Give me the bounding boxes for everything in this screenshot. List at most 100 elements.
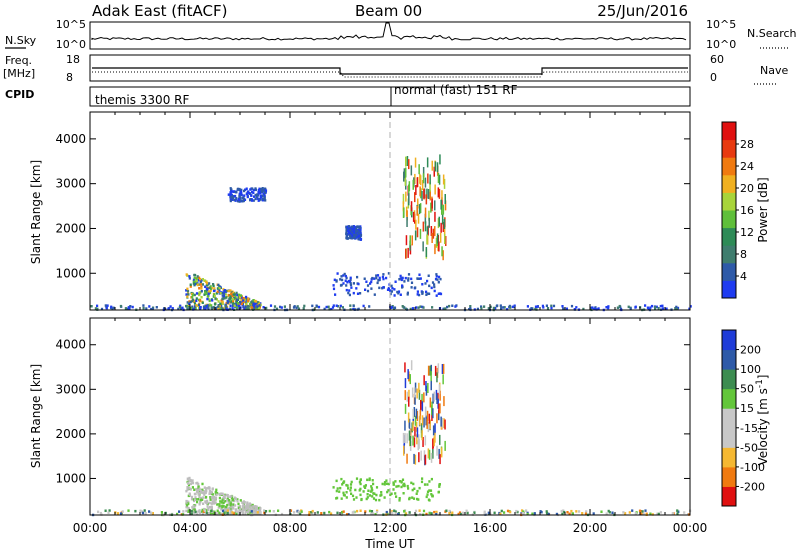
data-cell	[560, 509, 563, 513]
data-cell	[386, 288, 390, 291]
data-cell	[254, 187, 257, 190]
data-cell	[418, 452, 420, 463]
data-cell	[187, 507, 190, 510]
data-cell	[425, 381, 427, 391]
cpid-panel	[89, 86, 691, 107]
data-cell	[200, 510, 204, 513]
data-cell	[104, 304, 107, 307]
colorbar-tick-label: 16	[740, 204, 754, 217]
data-cell	[402, 484, 405, 487]
data-cell	[439, 277, 442, 281]
data-cell	[218, 511, 221, 515]
data-cell	[188, 486, 191, 490]
data-cell	[382, 277, 385, 281]
colorbar-swatch	[722, 174, 736, 193]
data-cell	[487, 511, 490, 515]
data-cell	[142, 306, 145, 310]
data-cell	[440, 416, 442, 427]
data-cell	[112, 306, 115, 310]
data-cell	[661, 307, 665, 310]
data-cell	[439, 434, 441, 445]
data-cell	[245, 302, 248, 305]
data-cell	[227, 293, 230, 297]
data-cell	[197, 498, 200, 501]
data-cell	[416, 427, 419, 438]
data-cell	[192, 278, 196, 282]
data-cell	[404, 276, 407, 280]
data-cell	[634, 305, 637, 309]
data-cell	[414, 415, 417, 426]
data-cell	[594, 306, 597, 309]
data-cell	[410, 201, 413, 212]
colorbar-tick-label: -15	[740, 422, 758, 435]
data-cell	[217, 300, 220, 303]
data-cell	[436, 445, 438, 456]
data-cell	[206, 295, 209, 298]
data-cell	[385, 479, 388, 482]
data-cell	[236, 293, 239, 297]
data-cell	[656, 512, 659, 516]
data-cell	[259, 302, 262, 305]
data-cell	[192, 282, 195, 285]
data-cell	[347, 513, 350, 516]
data-cell	[442, 250, 444, 261]
data-cell	[188, 277, 191, 280]
data-cell	[426, 188, 428, 199]
data-cell	[201, 278, 204, 281]
data-cell	[409, 307, 412, 311]
data-cell	[187, 508, 190, 511]
data-cell	[110, 305, 113, 309]
data-cell	[163, 307, 166, 310]
data-cell	[245, 307, 248, 311]
data-cell	[406, 217, 408, 227]
data-cell	[225, 296, 228, 299]
data-cell	[90, 305, 93, 308]
data-cell	[369, 282, 372, 285]
data-cell	[208, 486, 211, 490]
data-cell	[233, 293, 237, 296]
data-cell	[431, 281, 435, 284]
data-cell	[209, 498, 212, 501]
data-cell	[350, 492, 353, 495]
data-cell	[407, 279, 410, 282]
data-cell	[250, 510, 253, 513]
data-cell	[432, 439, 434, 450]
data-cell	[434, 226, 436, 237]
data-cell	[373, 293, 376, 296]
data-cell	[433, 285, 436, 289]
colorbar-tick-label: 12	[740, 226, 754, 239]
data-cell	[406, 484, 409, 488]
data-cell	[394, 510, 397, 513]
data-cell	[261, 194, 264, 197]
data-cell	[258, 304, 261, 307]
data-cell	[420, 423, 423, 434]
data-cell	[494, 306, 497, 310]
data-cell	[533, 512, 536, 515]
data-cell	[414, 387, 416, 398]
data-cell	[201, 301, 204, 304]
data-cell	[405, 167, 407, 178]
data-cell	[607, 306, 610, 310]
data-cell	[243, 189, 246, 193]
data-cell	[408, 193, 410, 204]
data-cell	[226, 496, 229, 499]
data-cell	[506, 509, 510, 513]
data-cell	[188, 492, 191, 495]
x-tick-label: 00:00	[673, 521, 708, 535]
data-cell	[185, 505, 188, 509]
data-cell	[160, 511, 163, 514]
data-cell	[202, 305, 206, 308]
data-cell	[348, 293, 351, 297]
data-cell	[647, 307, 650, 311]
data-cell	[240, 298, 243, 302]
data-cell	[372, 482, 375, 486]
data-cell	[434, 244, 436, 255]
data-cell	[410, 360, 413, 371]
data-cell	[434, 184, 436, 195]
data-cell	[229, 510, 232, 514]
data-cell	[427, 274, 430, 277]
data-cell	[207, 507, 210, 510]
data-cell	[200, 290, 203, 293]
data-cell	[215, 488, 218, 492]
